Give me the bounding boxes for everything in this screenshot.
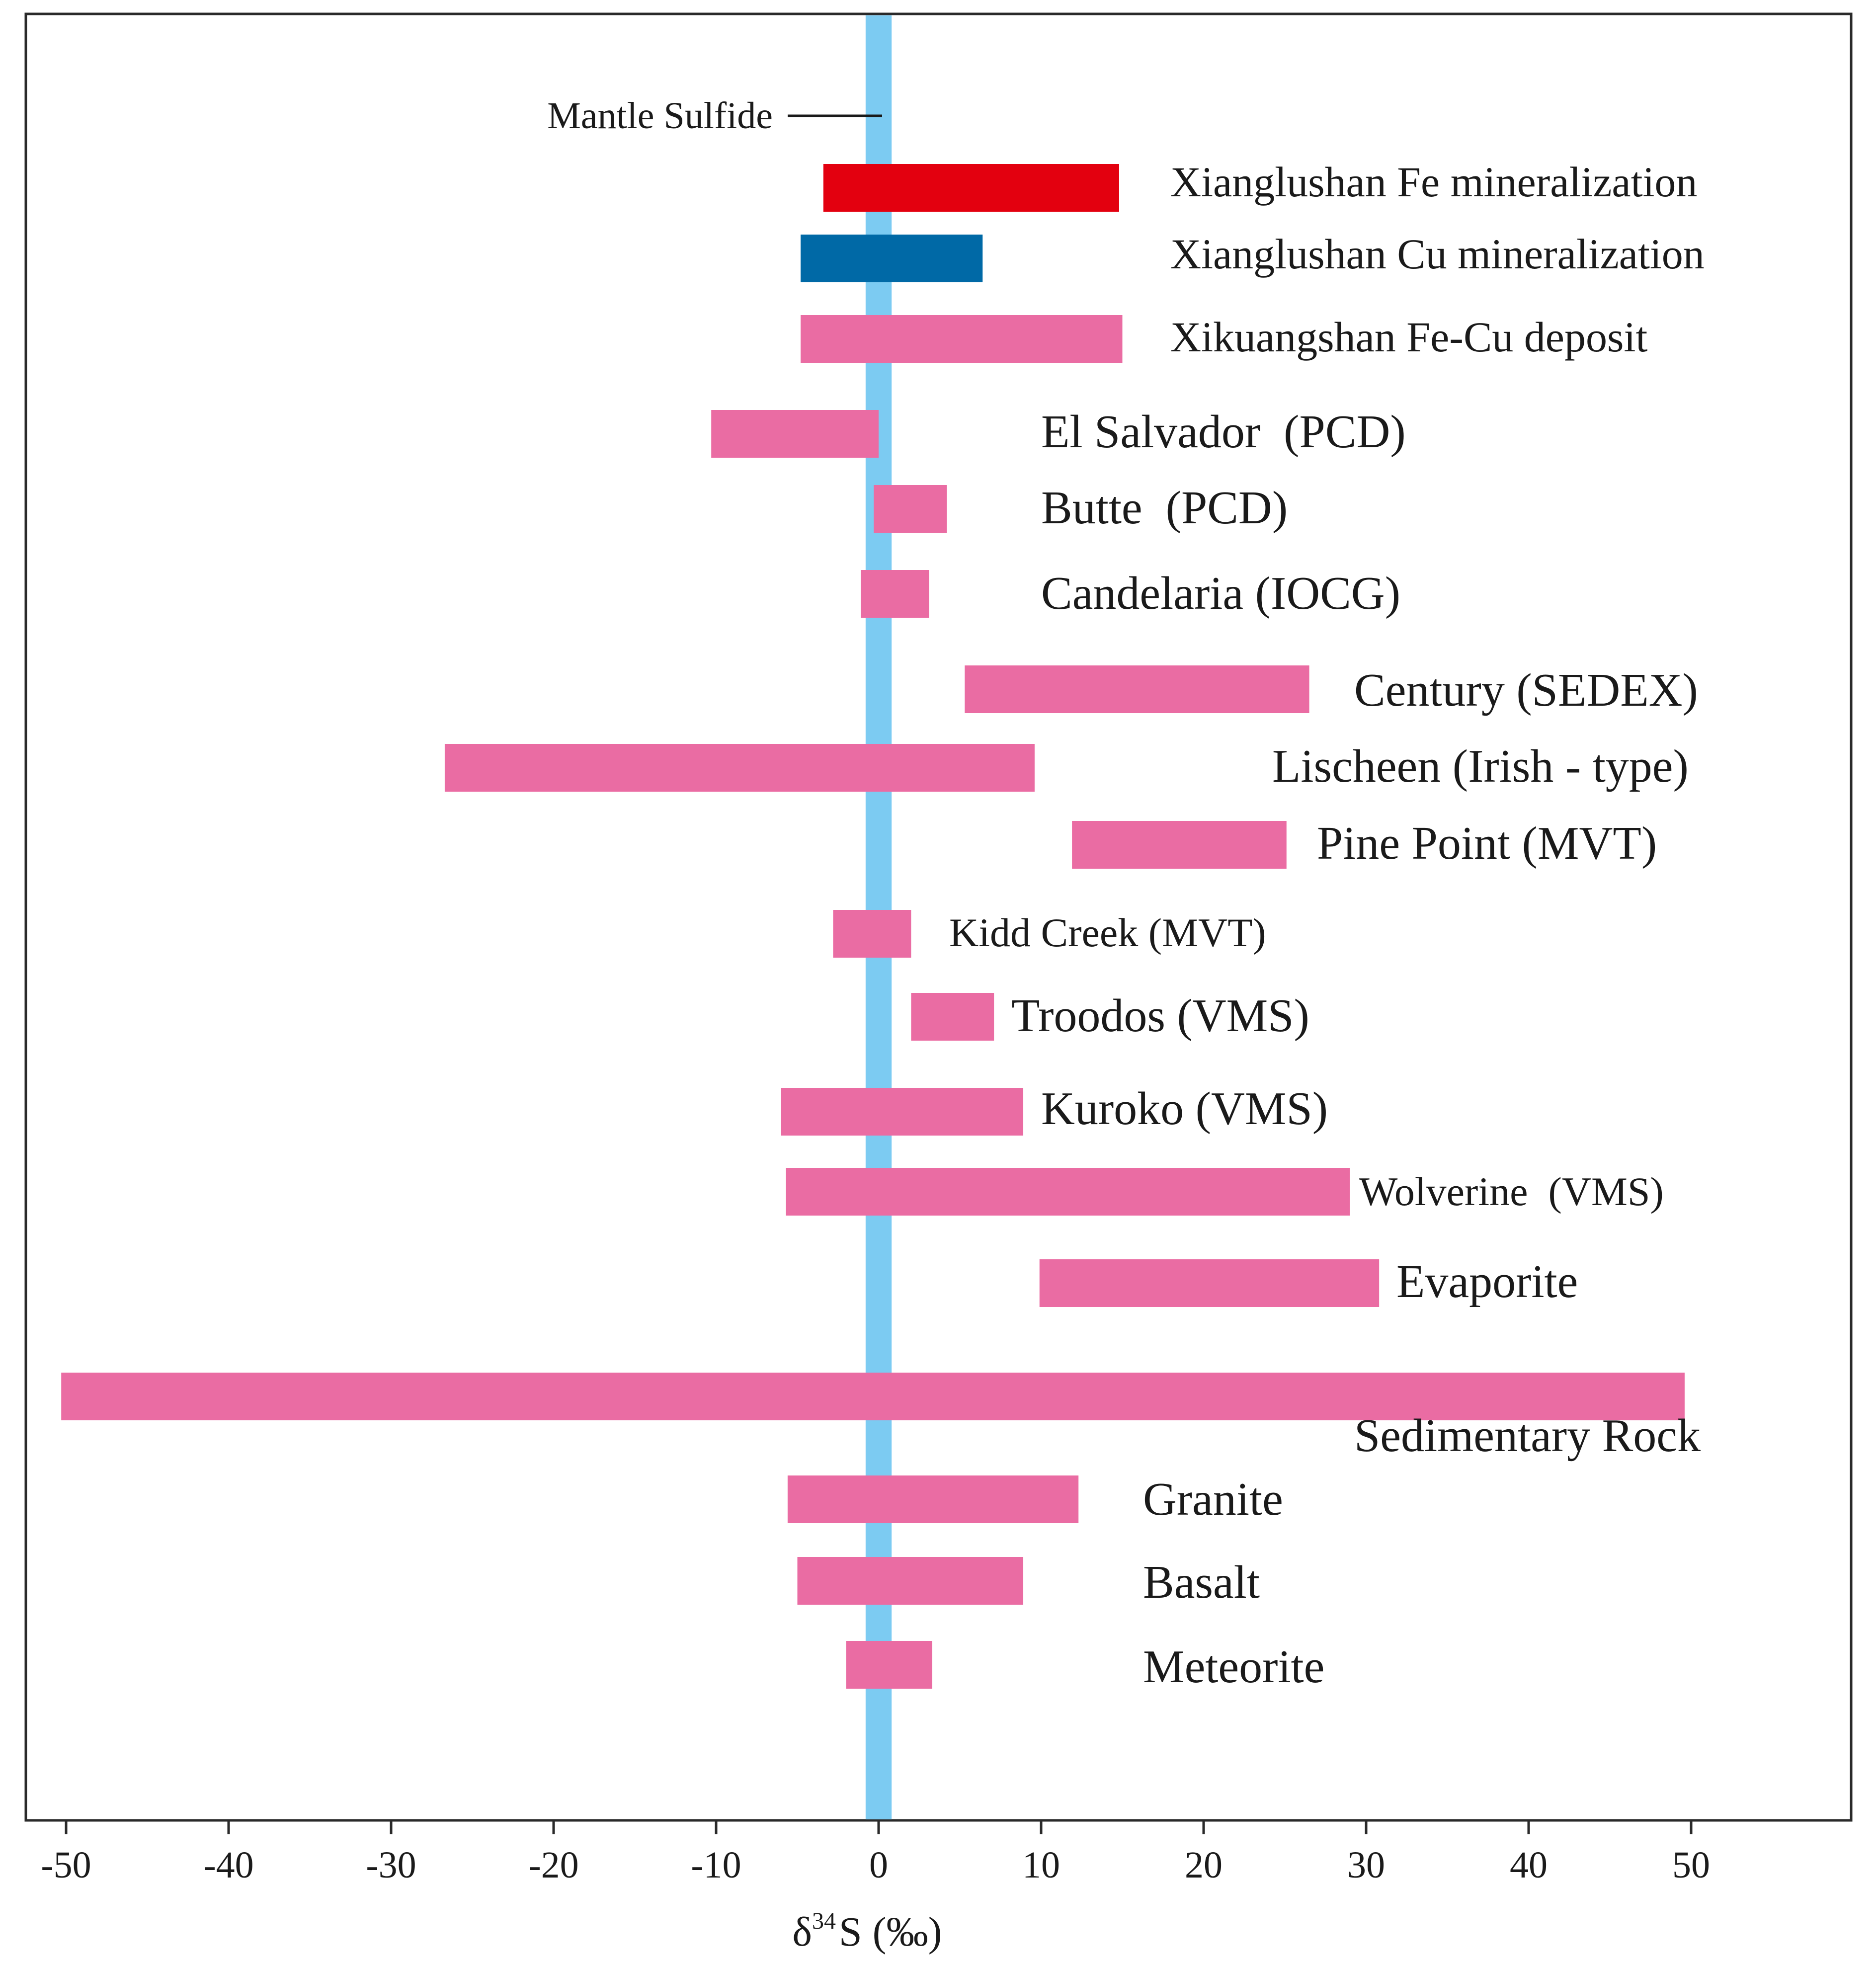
bar-basalt (797, 1557, 1024, 1605)
bar-label-el-salvador-pcd: El Salvador (PCD) (1041, 406, 1406, 458)
bar-butte-pcd (874, 485, 947, 533)
bar-label-century-sedex: Century (SEDEX) (1354, 664, 1698, 716)
bar-evaporite (1039, 1259, 1380, 1307)
x-tick-label--50: -50 (41, 1844, 91, 1886)
bar-label-lischeen-irish-type: Lischeen (Irish - type) (1272, 740, 1689, 792)
bar-xikuangshan-fe-cu-deposit (801, 315, 1123, 363)
bar-granite (787, 1475, 1079, 1523)
bar-pine-point-mvt (1072, 821, 1287, 869)
x-tick-label--40: -40 (203, 1844, 253, 1886)
x-axis-title-delta: δ (792, 1909, 812, 1955)
bar-label-candelaria-iocg: Candelaria (IOCG) (1041, 568, 1400, 619)
bar-label-xianglushan-fe-mineralization: Xianglushan Fe mineralization (1170, 158, 1697, 206)
x-tick-label--20: -20 (528, 1844, 578, 1886)
x-tick-label-20: 20 (1185, 1844, 1223, 1886)
bar-label-butte-pcd: Butte (PCD) (1041, 482, 1288, 534)
x-tick-label-30: 30 (1347, 1844, 1385, 1886)
x-tick-label--10: -10 (691, 1844, 741, 1886)
bar-label-sedimentary-rock: Sedimentary Rock (1354, 1410, 1701, 1462)
x-axis-ticks: -50 -40 -30 -20 -10 0 10 20 30 40 50 (41, 1820, 1710, 1886)
x-tick-label-10: 10 (1022, 1844, 1060, 1886)
x-tick-label--30: -30 (366, 1844, 416, 1886)
x-tick-label-0: 0 (869, 1844, 888, 1886)
bar-wolverine-vms (786, 1168, 1350, 1216)
mantle-sulfide-label: Mantle Sulfide (547, 95, 773, 137)
mantle-sulfide-callout: Mantle Sulfide (547, 95, 882, 137)
x-tick-label-50: 50 (1672, 1844, 1710, 1886)
bar-xianglushan-cu-mineralization (801, 235, 983, 282)
bar-el-salvador-pcd (711, 410, 879, 458)
x-axis-title: δ34S (‰) (792, 1908, 942, 1955)
bar-label-xikuangshan-fe-cu-deposit: Xikuangshan Fe-Cu deposit (1170, 313, 1647, 361)
bar-troodos-vms (911, 993, 994, 1041)
bar-candelaria-iocg (861, 570, 929, 618)
x-tick-label-40: 40 (1510, 1844, 1548, 1886)
bar-labels: Xianglushan Fe mineralization Xianglushan… (949, 158, 1705, 1693)
x-axis-title-superscript: 34 (812, 1908, 836, 1934)
bar-century-sedex (965, 665, 1309, 713)
bar-label-basalt: Basalt (1143, 1556, 1260, 1608)
bar-xianglushan-fe-mineralization (823, 164, 1119, 212)
bar-lischeen-irish-type (444, 744, 1035, 792)
range-bars (61, 164, 1685, 1689)
bar-kidd-creek-mvt (833, 910, 911, 958)
bar-label-troodos-vms: Troodos (VMS) (1011, 990, 1309, 1042)
bar-label-pine-point-mvt: Pine Point (MVT) (1317, 818, 1657, 869)
bar-label-meteorite: Meteorite (1143, 1641, 1324, 1693)
bar-kuroko-vms (781, 1088, 1024, 1136)
plot-frame (24, 12, 1853, 1822)
bar-sedimentary-rock (61, 1373, 1685, 1420)
bar-label-evaporite: Evaporite (1396, 1256, 1578, 1308)
bar-label-xianglushan-cu-mineralization: Xianglushan Cu mineralization (1170, 230, 1705, 278)
bar-label-wolverine-vms: Wolverine (VMS) (1359, 1169, 1664, 1214)
bar-label-kuroko-vms: Kuroko (VMS) (1041, 1083, 1328, 1135)
bar-label-granite: Granite (1143, 1473, 1283, 1525)
bar-label-kidd-creek-mvt: Kidd Creek (MVT) (949, 910, 1266, 955)
bar-meteorite (846, 1641, 932, 1689)
x-axis-title-rest: S (‰) (839, 1909, 942, 1955)
